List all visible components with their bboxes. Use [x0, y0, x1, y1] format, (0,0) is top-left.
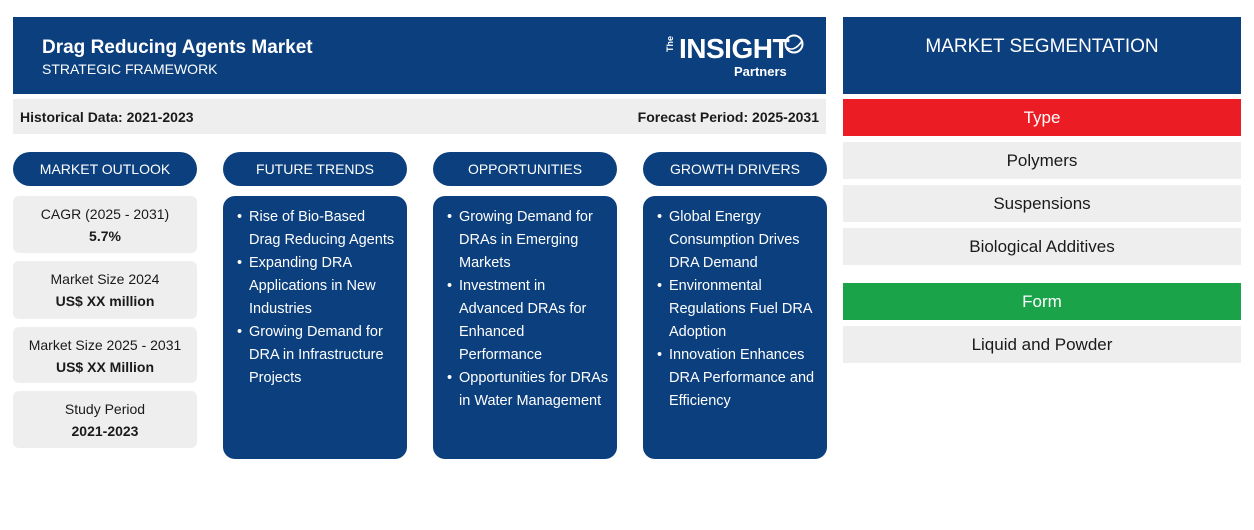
list-item: Opportunities for DRAs in Water Manageme…	[447, 367, 609, 413]
logo-insight-text: INSIGHT	[679, 33, 790, 64]
segment-item: Polymers	[843, 142, 1241, 179]
list-item: Expanding DRA Applications in New Indust…	[237, 252, 399, 321]
stat-label: Market Size 2024	[50, 271, 160, 287]
segment-category-type: Type	[843, 99, 1241, 136]
list-item: Investment in Advanced DRAs for Enhanced…	[447, 275, 609, 367]
stat-value: 2021-2023	[71, 423, 139, 439]
stat-study-period: Study Period 2021-2023	[13, 391, 197, 448]
segment-item: Liquid and Powder	[843, 326, 1241, 363]
stat-value: 5.7%	[89, 228, 121, 244]
report-header: Drag Reducing Agents Market STRATEGIC FR…	[13, 17, 826, 94]
future-trends-header: FUTURE TRENDS	[223, 152, 407, 186]
market-segmentation-header: MARKET SEGMENTATION	[843, 17, 1241, 94]
segment-item: Biological Additives	[843, 228, 1241, 265]
stat-value: US$ XX million	[55, 293, 155, 309]
logo-partners-text: Partners	[734, 64, 787, 79]
growth-drivers-header: GROWTH DRIVERS	[643, 152, 827, 186]
list-item: Rise of Bio-Based Drag Reducing Agents	[237, 206, 399, 252]
logo-swoosh-icon	[784, 34, 804, 54]
period-bar: Historical Data: 2021-2023 Forecast Peri…	[13, 99, 826, 134]
future-trends-card: Rise of Bio-Based Drag Reducing Agents E…	[223, 196, 407, 459]
segment-category-form: Form	[843, 283, 1241, 320]
list-item: Growing Demand for DRA in Infrastructure…	[237, 321, 399, 390]
stat-label: CAGR (2025 - 2031)	[40, 206, 170, 222]
stat-label: Market Size 2025 - 2031	[28, 337, 182, 353]
stat-cagr: CAGR (2025 - 2031) 5.7%	[13, 196, 197, 253]
historical-data-label: Historical Data: 2021-2023	[20, 109, 194, 125]
segment-item: Suspensions	[843, 185, 1241, 222]
growth-drivers-card: Global Energy Consumption Drives DRA Dem…	[643, 196, 827, 459]
stat-label: Study Period	[64, 401, 146, 417]
stat-market-size-forecast: Market Size 2025 - 2031 US$ XX Million	[13, 327, 197, 383]
list-item: Environmental Regulations Fuel DRA Adopt…	[657, 275, 819, 344]
list-item: Global Energy Consumption Drives DRA Dem…	[657, 206, 819, 275]
list-item: Innovation Enhances DRA Performance and …	[657, 344, 819, 413]
opportunities-card: Growing Demand for DRAs in Emerging Mark…	[433, 196, 617, 459]
forecast-period-label: Forecast Period: 2025-2031	[637, 109, 819, 125]
opportunities-header: OPPORTUNITIES	[433, 152, 617, 186]
logo-the-text: The	[665, 36, 675, 53]
list-item: Growing Demand for DRAs in Emerging Mark…	[447, 206, 609, 275]
stat-market-size-2024: Market Size 2024 US$ XX million	[13, 261, 197, 319]
market-outlook-header: MARKET OUTLOOK	[13, 152, 197, 186]
page-title: Drag Reducing Agents Market	[42, 37, 313, 58]
stat-value: US$ XX Million	[55, 359, 154, 375]
page-subtitle: STRATEGIC FRAMEWORK	[42, 61, 218, 77]
insight-partners-logo-icon: The INSIGHT Partners	[665, 31, 805, 83]
